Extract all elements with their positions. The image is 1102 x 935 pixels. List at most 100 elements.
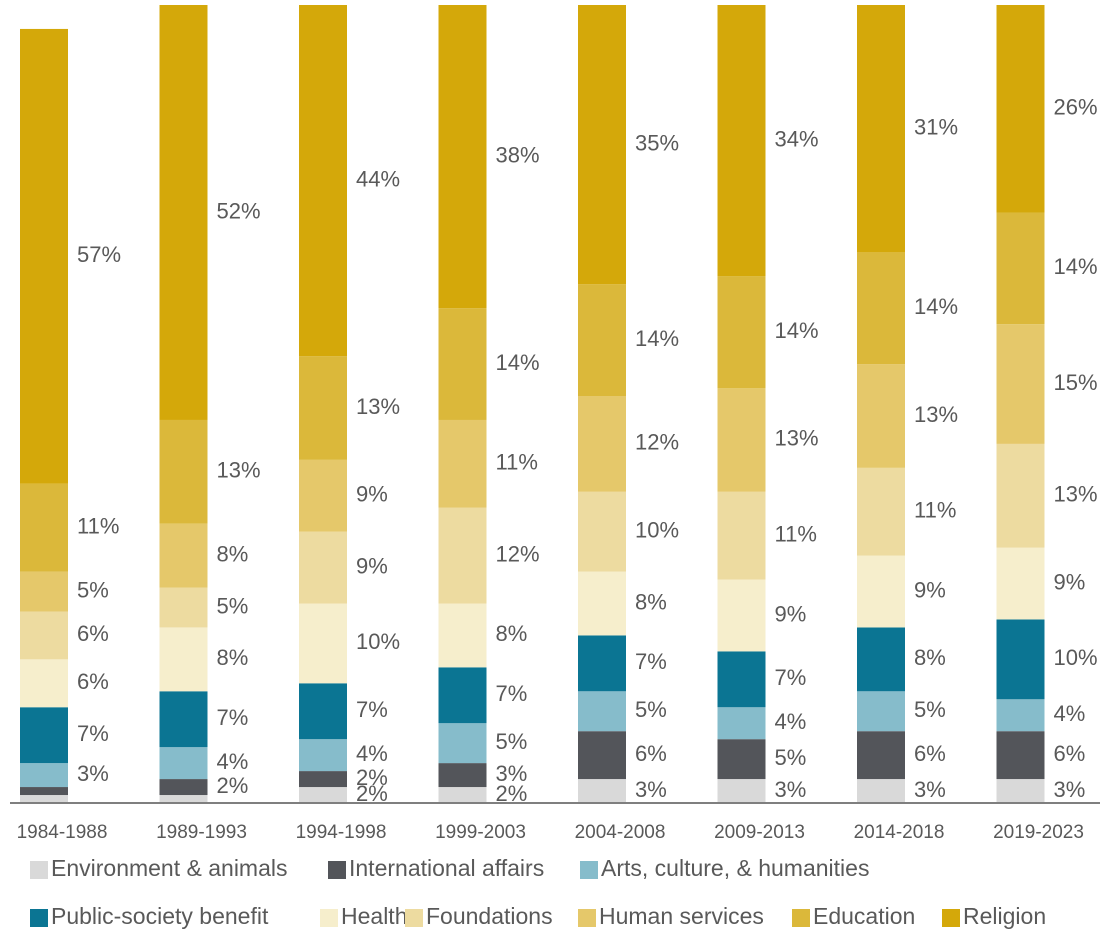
- bar-segment: [996, 443, 1045, 548]
- bar-segment: [578, 396, 626, 492]
- data-label: 8%: [217, 541, 249, 566]
- bar-segment: [159, 779, 208, 796]
- data-label: 52%: [217, 198, 261, 223]
- bar-segment: [20, 707, 68, 764]
- bar-segment: [438, 5, 487, 309]
- data-label: 14%: [775, 318, 819, 343]
- bar-segment: [717, 707, 766, 740]
- data-label: 7%: [77, 721, 109, 746]
- data-label: 14%: [635, 326, 679, 351]
- bar-segment: [299, 771, 347, 788]
- data-label: 13%: [356, 394, 400, 419]
- data-label: 4%: [217, 749, 249, 774]
- legend-label: International affairs: [349, 855, 544, 881]
- bar-segment: [857, 691, 905, 732]
- data-label: 9%: [356, 482, 388, 507]
- legend-label: Foundations: [426, 903, 553, 929]
- bar-segment: [857, 779, 905, 803]
- bar-segment: [857, 555, 905, 628]
- bar-segment: [717, 779, 766, 803]
- bar-segment: [717, 388, 766, 492]
- legend-swatch: [578, 909, 596, 927]
- data-label: 3%: [635, 777, 667, 802]
- data-label: 12%: [496, 541, 540, 566]
- data-label: 2%: [356, 765, 388, 790]
- data-label: 5%: [217, 593, 249, 618]
- data-label: 7%: [775, 665, 807, 690]
- bar-segment: [20, 483, 68, 572]
- bar-segment: [717, 5, 766, 277]
- bar-segment: [159, 691, 208, 748]
- data-label: 14%: [496, 350, 540, 375]
- bar-segment: [438, 787, 487, 803]
- bar-segment: [438, 308, 487, 420]
- bar-segment: [996, 619, 1045, 700]
- data-label: 3%: [914, 777, 946, 802]
- bar-segment: [717, 651, 766, 708]
- x-tick-label: 1994-1998: [296, 822, 387, 843]
- bar-segment: [20, 787, 68, 796]
- bar-segment: [299, 683, 347, 740]
- bar-segment: [996, 731, 1045, 780]
- data-label: 13%: [1054, 482, 1098, 507]
- legend-swatch: [328, 861, 346, 879]
- legend-swatch: [942, 909, 960, 927]
- data-label: 31%: [914, 115, 958, 140]
- bar-segment: [996, 5, 1045, 213]
- data-label: 7%: [217, 705, 249, 730]
- bar-segment: [578, 731, 626, 780]
- data-label: 3%: [1054, 777, 1086, 802]
- data-label: 9%: [775, 601, 807, 626]
- data-label: 14%: [914, 294, 958, 319]
- bar-segment: [996, 779, 1045, 803]
- data-label: 10%: [356, 629, 400, 654]
- data-label: 6%: [1054, 741, 1086, 766]
- bar-segment: [159, 795, 208, 803]
- legend-swatch: [320, 909, 338, 927]
- data-label: 8%: [914, 645, 946, 670]
- data-label: 9%: [356, 553, 388, 578]
- legend-swatch: [580, 861, 598, 879]
- data-label: 5%: [914, 697, 946, 722]
- bar-segment: [159, 747, 208, 780]
- data-label: 13%: [775, 426, 819, 451]
- data-label: 9%: [1054, 569, 1086, 594]
- bar-segment: [20, 795, 68, 803]
- data-label: 11%: [775, 521, 817, 546]
- data-label: 5%: [77, 577, 109, 602]
- bar-segment: [438, 667, 487, 724]
- bar-segment: [857, 627, 905, 692]
- x-tick-label: 2009-2013: [714, 822, 805, 843]
- data-label: 34%: [775, 126, 819, 151]
- bar-segment: [438, 603, 487, 668]
- bar-segment: [717, 276, 766, 389]
- x-tick-label: 1999-2003: [435, 822, 526, 843]
- data-label: 10%: [1054, 645, 1098, 670]
- bar-segment: [578, 691, 626, 732]
- bar-segment: [857, 467, 905, 556]
- data-label: 2%: [496, 781, 528, 806]
- legend-label: Public-society benefit: [51, 903, 269, 929]
- data-label: 15%: [1054, 370, 1098, 395]
- bar-segment: [438, 763, 487, 788]
- data-label: 7%: [635, 649, 667, 674]
- bar-segment: [20, 571, 68, 612]
- data-label: 7%: [496, 681, 528, 706]
- bar-segment: [299, 356, 347, 460]
- legend-swatch: [405, 909, 423, 927]
- bar-segment: [159, 523, 208, 588]
- legend-label: Human services: [599, 903, 764, 929]
- bar-segment: [578, 779, 626, 803]
- x-tick-label: 1989-1993: [156, 822, 247, 843]
- bar-segment: [299, 787, 347, 803]
- bar-segment: [299, 531, 347, 604]
- data-label: 35%: [635, 130, 679, 155]
- data-label: 26%: [1054, 95, 1098, 120]
- bar-segment: [578, 491, 626, 572]
- bar-segment: [857, 5, 905, 253]
- legend-label: Health: [341, 903, 407, 929]
- x-tick-label: 2014-2018: [854, 822, 945, 843]
- bar-segment: [299, 459, 347, 532]
- bar-segment: [857, 252, 905, 365]
- legend-swatch: [30, 909, 48, 927]
